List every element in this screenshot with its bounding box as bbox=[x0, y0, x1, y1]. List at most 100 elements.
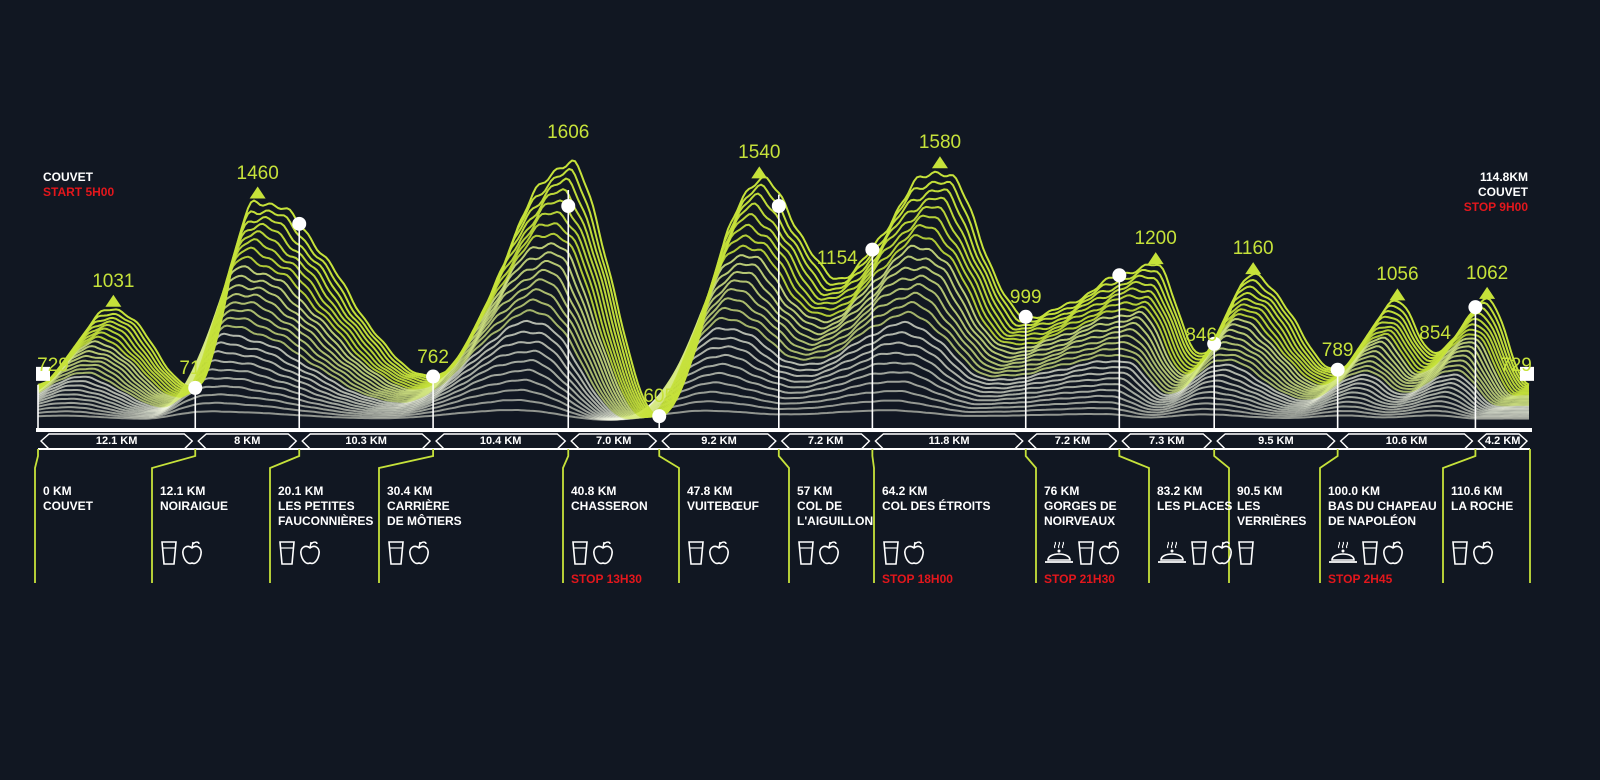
ridge-line bbox=[37, 359, 1530, 420]
drink-icon bbox=[798, 541, 814, 565]
station-label-leader bbox=[1442, 449, 1477, 583]
station-services bbox=[1157, 534, 1233, 566]
station-services bbox=[160, 534, 203, 566]
station-marker bbox=[652, 409, 667, 424]
segment-distance-label: 7.3 KM bbox=[1149, 435, 1185, 447]
station-label-line: 64.2 KM bbox=[882, 484, 928, 498]
station-label-line: 57 KM bbox=[797, 484, 833, 498]
station-services bbox=[1237, 534, 1255, 566]
segment-band bbox=[661, 433, 777, 450]
station-label-line: 0 KM bbox=[43, 484, 72, 498]
segment-distance-label: 7.2 KM bbox=[1054, 435, 1091, 447]
station-label-line: VERRIÈRES bbox=[1237, 514, 1307, 528]
station-label-line: CARRIÈRE bbox=[387, 499, 450, 513]
station-label-line: 76 KM bbox=[1044, 484, 1080, 498]
apple-icon bbox=[819, 541, 839, 565]
station-label-line: LA ROCHE bbox=[1451, 499, 1514, 513]
segment-distance-label: 4.2 KM bbox=[1484, 435, 1521, 447]
peak-elevation-label: 999 bbox=[1009, 286, 1042, 308]
segment-distance-label: 7.0 KM bbox=[596, 435, 632, 447]
station-marker bbox=[1330, 362, 1345, 377]
segment-band bbox=[39, 433, 194, 450]
station-label-line: 100.0 KM bbox=[1328, 484, 1381, 498]
station-label-line: 47.8 KM bbox=[687, 484, 733, 498]
ridge-line bbox=[37, 309, 1530, 420]
station-label-line: CHASSERON bbox=[571, 499, 648, 513]
peak-elevation-label: 762 bbox=[417, 346, 449, 368]
drink-icon bbox=[1362, 541, 1378, 565]
ridge-line bbox=[37, 368, 1529, 421]
station-label: 30.4 KM CARRIÈRE DE MÔTIERS bbox=[387, 484, 462, 529]
peak-arrow-icon bbox=[1389, 288, 1406, 301]
peak-elevation-label: 729 bbox=[1500, 354, 1532, 376]
station-label-line: 30.4 KM bbox=[387, 484, 433, 498]
station-label-leader bbox=[871, 449, 875, 583]
drink-icon bbox=[883, 541, 899, 565]
station-label: 47.8 KM VUITEBŒUF bbox=[687, 484, 759, 514]
peak-arrow-icon bbox=[1147, 252, 1164, 265]
finish-block: 114.8KM COUVET STOP 9H00 bbox=[1464, 170, 1528, 215]
station-marker bbox=[426, 369, 441, 384]
station-marker bbox=[1207, 336, 1222, 351]
station-label-leader bbox=[777, 449, 790, 583]
station-label-line: DE MÔTIERS bbox=[387, 514, 462, 528]
segment-band bbox=[1477, 433, 1529, 450]
peak-elevation-label: 1460 bbox=[236, 162, 279, 184]
drink-icon bbox=[1238, 541, 1254, 565]
station-label-line: COL DE bbox=[797, 499, 843, 513]
station-label-line: NOIRAIGUE bbox=[160, 499, 229, 513]
ridge-lines bbox=[37, 159, 1530, 421]
meal-icon bbox=[1045, 541, 1073, 563]
meal-icon bbox=[1158, 541, 1186, 563]
finish-location: COUVET bbox=[1477, 185, 1528, 199]
peak-elevation-label: 1580 bbox=[918, 132, 962, 154]
station-services bbox=[278, 534, 321, 566]
ridge-line bbox=[37, 210, 1529, 418]
station-services bbox=[1044, 534, 1120, 566]
station-label-line: 40.8 KM bbox=[571, 484, 617, 498]
ridge-line bbox=[37, 278, 1530, 419]
station-label-leader bbox=[34, 449, 39, 583]
segment-bands bbox=[39, 433, 1529, 450]
apple-icon bbox=[409, 541, 429, 565]
segment-distance-label: 9.5 KM bbox=[1258, 435, 1294, 447]
ridge-line bbox=[37, 251, 1530, 419]
start-block: COUVET START 5H00 bbox=[43, 170, 114, 200]
segment-distance-label: 8 KM bbox=[234, 435, 261, 447]
station-label: 20.1 KM LES PETITES FAUCONNIÈRES bbox=[278, 484, 373, 529]
station-label-line: COL DES ÉTROITS bbox=[882, 499, 991, 513]
drink-icon bbox=[688, 541, 704, 565]
ridge-line bbox=[37, 188, 1530, 418]
station-services bbox=[1328, 534, 1404, 566]
station-label-line: 90.5 KM bbox=[1237, 484, 1283, 498]
start-location: COUVET bbox=[43, 170, 94, 184]
peak-elevation-label: 846 bbox=[1185, 325, 1218, 347]
station-services bbox=[571, 534, 614, 566]
station-label-line: LES PLACES bbox=[1157, 499, 1233, 513]
station-stop-time: STOP 18H00 bbox=[882, 572, 953, 586]
ridge-line bbox=[37, 222, 1530, 418]
station-label: 83.2 KM LES PLACES bbox=[1157, 484, 1232, 514]
station-label: 76 KM GORGES DE NOIRVEAUX bbox=[1044, 484, 1117, 529]
segment-band bbox=[1339, 433, 1474, 450]
station-label: 110.6 KM LA ROCHE bbox=[1451, 484, 1513, 514]
station-label-leader bbox=[562, 449, 570, 583]
drink-icon bbox=[388, 541, 404, 565]
peak-arrow-icon bbox=[1479, 286, 1496, 299]
station-label: 40.8 KM CHASSERON bbox=[571, 484, 648, 514]
apple-icon bbox=[1212, 541, 1232, 565]
apple-icon bbox=[593, 541, 613, 565]
segment-distance-label: 10.4 KM bbox=[479, 435, 522, 447]
station-label-line: GORGES DE bbox=[1044, 499, 1117, 513]
apple-icon bbox=[1099, 541, 1119, 565]
station-marker bbox=[1018, 309, 1033, 324]
peak-elevation-label: 729 bbox=[37, 354, 69, 376]
station-marker bbox=[561, 199, 576, 213]
segment-distance-label: 12.1 KM bbox=[95, 435, 138, 447]
drink-icon bbox=[1191, 541, 1207, 565]
finish-time: STOP 9H00 bbox=[1463, 200, 1528, 214]
peak-elevation-label: 1200 bbox=[1134, 228, 1177, 250]
apple-icon bbox=[300, 541, 320, 565]
station-stop-time: STOP 21H30 bbox=[1044, 572, 1115, 586]
